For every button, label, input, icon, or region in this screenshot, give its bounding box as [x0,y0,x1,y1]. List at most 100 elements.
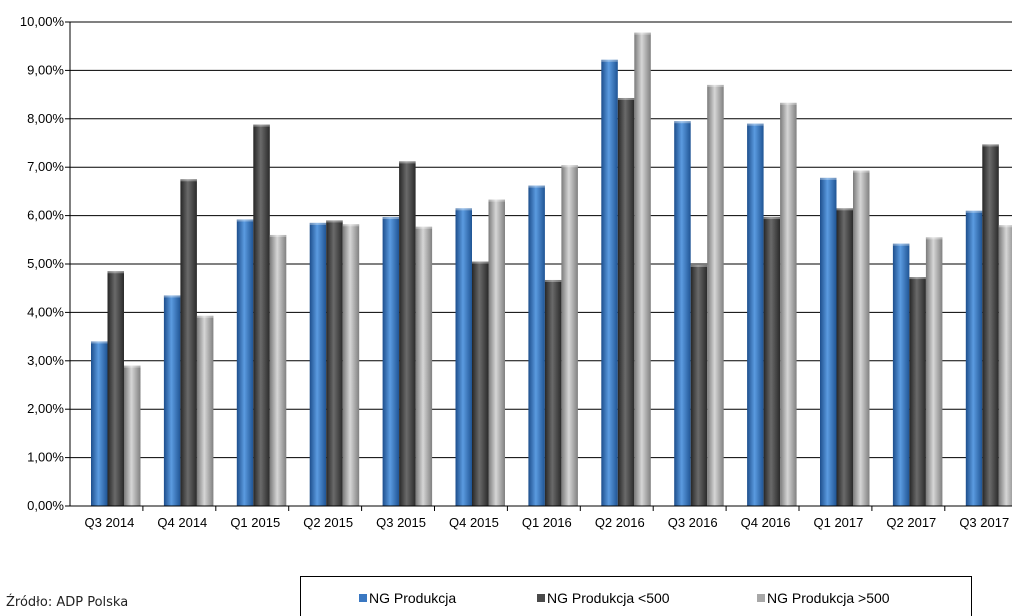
bar [342,224,360,506]
bar [763,217,781,506]
x-tick-label: Q2 2015 [303,515,353,530]
bar [601,59,618,506]
bar-highlight [180,179,197,182]
x-tick-label: Q4 2016 [741,515,791,530]
bar [528,185,545,507]
bar-highlight [909,277,926,280]
bar-highlight [836,208,853,211]
bar [634,32,651,506]
bar-highlight [780,102,797,105]
y-tick-label: 6,00% [27,208,64,223]
bar [780,102,797,506]
legend-swatch [757,594,765,602]
legend-label: NG Produkcja >500 [767,590,890,606]
axes [69,22,1012,511]
x-tick-labels: Q3 2014 Q4 2014 Q1 2015 Q2 2015 Q3 2015 Q4 20… [85,515,1010,530]
bar [747,123,764,506]
bar-highlight [707,84,724,87]
bar [561,165,578,506]
bar-highlight [124,365,141,368]
x-tick-label: Q4 2015 [449,515,499,530]
bar-highlight [747,123,764,126]
bar [965,210,983,506]
bar [382,217,400,506]
bar-highlight [925,237,943,240]
bar-highlight [998,225,1012,228]
bar [909,277,926,506]
bar [925,237,943,506]
bar [472,261,489,506]
bar [163,295,181,506]
bar-highlight [617,97,635,100]
legend-swatch [359,594,367,602]
bar-highlight [382,217,400,220]
x-tick-label: Q2 2017 [886,515,936,530]
bar-highlight [107,271,124,274]
bar-highlight [763,217,781,220]
x-tick-label: Q3 2014 [85,515,135,530]
legend-label: NG Produkcja [369,590,457,606]
bar [455,208,472,506]
bar [326,220,343,506]
bar-highlight [820,177,837,180]
bar [124,365,141,506]
bar [690,264,708,506]
bar [982,144,999,506]
bar-highlight [544,279,562,282]
y-tick-label: 8,00% [27,111,64,126]
bar-highlight [236,219,254,222]
y-tick-label: 2,00% [27,401,64,416]
bar [707,84,724,507]
bar-highlight [455,208,472,211]
legend-item-ng-produkcja: NG Produkcja [359,590,456,606]
legend-item-ng-produkcja-lt500: NG Produkcja <500 [537,590,670,606]
bar [309,222,327,507]
x-tick-label: Q3 2017 [959,515,1009,530]
bar-highlight [253,124,270,127]
bar [107,271,124,506]
bar [180,179,197,507]
bar-highlight [674,121,691,124]
bar [674,121,691,506]
x-tick-label: Q3 2016 [668,515,718,530]
bar-highlight [91,341,108,344]
legend-swatch [537,594,545,602]
x-tick-label: Q1 2017 [814,515,864,530]
bar-highlight [472,261,489,264]
bar-highlight [326,220,343,223]
bar [998,225,1012,506]
bar-highlight [269,234,287,237]
bar-highlight [892,243,910,246]
y-tick-label: 4,00% [27,304,64,319]
bar [415,226,433,506]
bar [399,161,416,506]
legend-item-ng-produkcja-gt500: NG Produkcja >500 [757,590,890,606]
bar-highlight [399,161,416,164]
bar [853,170,870,506]
y-tick-labels: 0,00% 1,00% 2,00% 3,00% 4,00% 5,00% 6,00% 7,00%… [20,14,65,513]
bar [820,177,837,506]
y-tick-label: 5,00% [27,256,64,271]
bar [253,124,270,506]
bar [91,341,108,506]
bar-highlight [415,226,433,229]
x-tick-label: Q2 2016 [595,515,645,530]
y-tick-label: 3,00% [27,353,64,368]
bar [544,279,562,506]
bar [836,208,853,506]
bar-chart: 0,00% 1,00% 2,00% 3,00% 4,00% 5,00% 6,00% 7,00%… [20,14,1012,530]
bar [236,219,254,507]
y-tick-label: 1,00% [27,450,64,465]
bar-highlight [982,144,999,147]
bar [269,234,287,506]
x-tick-label: Q1 2015 [230,515,280,530]
source-note: Źródło: ADP Polska [6,595,129,610]
bar [617,97,635,506]
y-tick-label: 10,00% [20,14,65,29]
bars [91,32,1012,507]
bar-highlight [196,315,214,318]
y-tick-label: 9,00% [27,62,64,77]
x-tick-label: Q1 2016 [522,515,572,530]
bar-highlight [634,32,651,35]
bar-highlight [163,295,181,298]
